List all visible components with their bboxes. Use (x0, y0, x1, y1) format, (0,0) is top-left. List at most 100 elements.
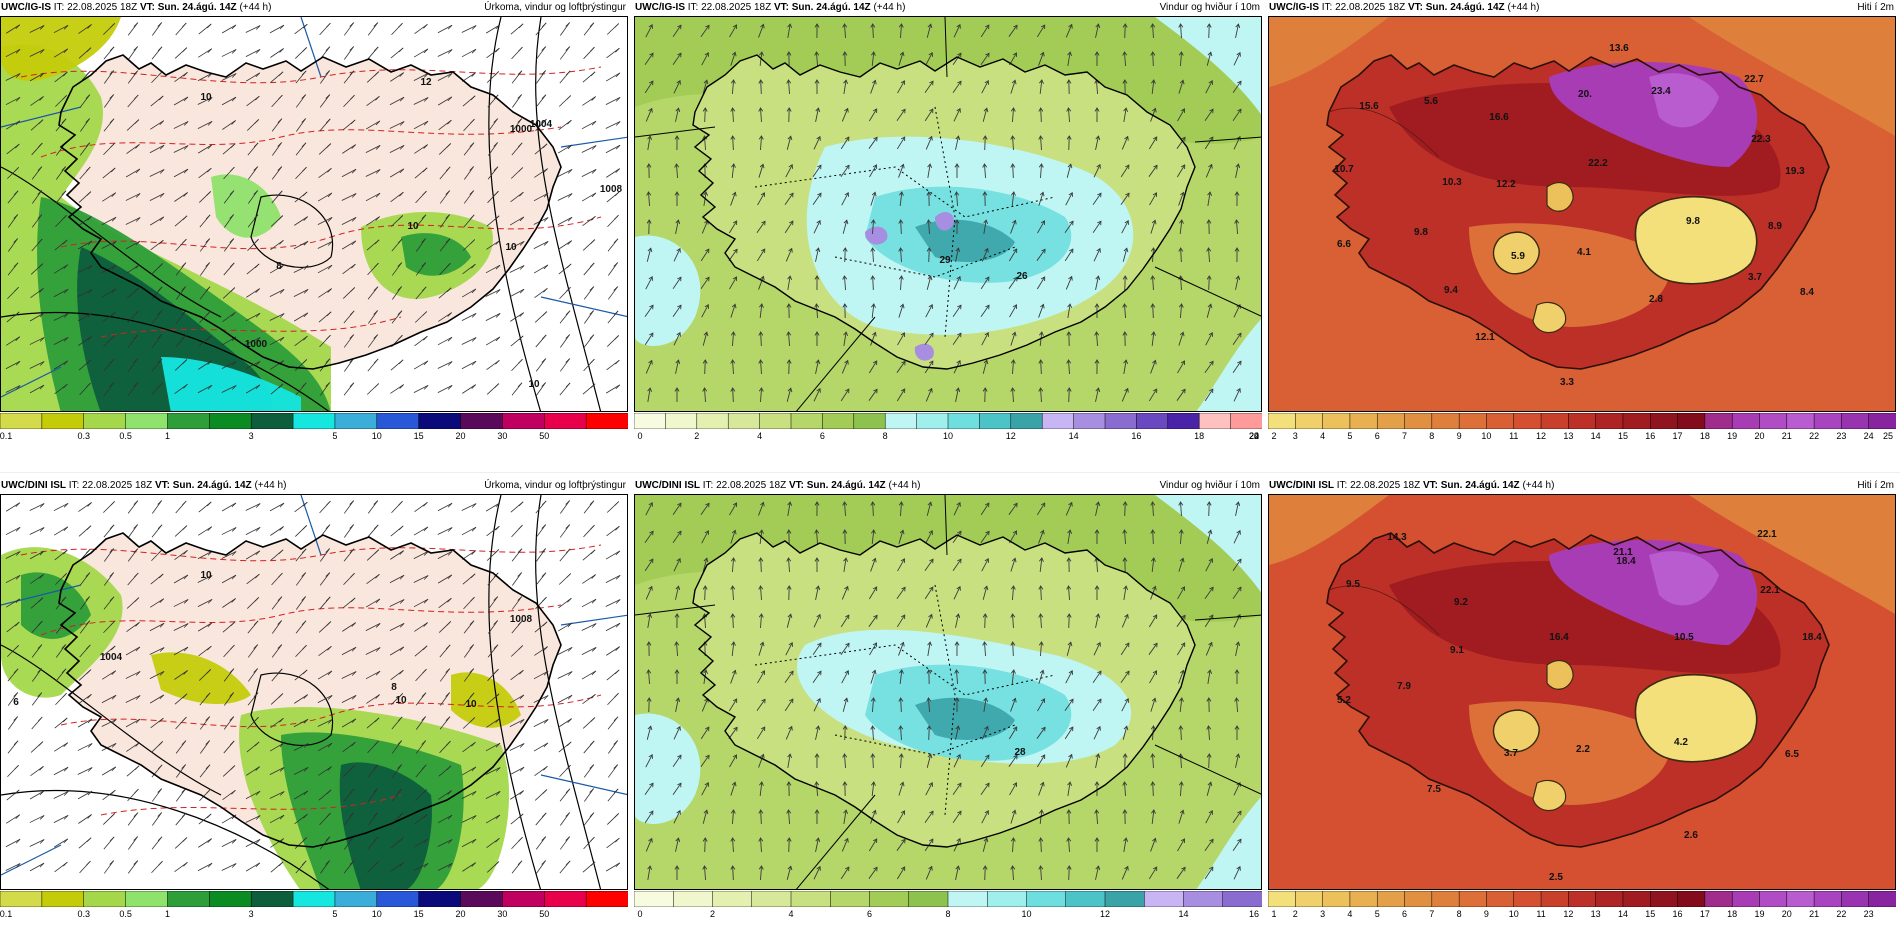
scale-tick-label: 1 (164, 909, 170, 919)
scale-swatch (759, 413, 792, 429)
scale-tick-label: 19 (1754, 909, 1765, 919)
value-label: 5.6 (1424, 96, 1438, 107)
color-scale (0, 413, 628, 429)
scale-swatch (1568, 891, 1597, 907)
scale-tick-label: 7 (1402, 431, 1408, 441)
scale-swatch (418, 891, 462, 907)
scale-tick-label: 10 (1508, 909, 1519, 919)
scale-tick-label: 9 (1456, 431, 1462, 441)
scale-swatch (460, 413, 504, 429)
value-label: 12.1 (1475, 332, 1495, 343)
scale-tick-label: 3 (1292, 431, 1298, 441)
value-label: 9.1 (1450, 645, 1464, 656)
it-label: IT: (68, 480, 80, 491)
scale-swatch (1010, 413, 1043, 429)
scale-swatch (1841, 413, 1870, 429)
valid-time: Sun. 24.ágú. 14Z (172, 480, 252, 491)
value-label: 4.2 (1674, 737, 1688, 748)
scale-tick-label: 16 (1131, 431, 1142, 441)
scale-swatch (1073, 413, 1106, 429)
scale-swatch (292, 413, 336, 429)
scale-swatch (1431, 891, 1460, 907)
scale-swatch (1677, 891, 1706, 907)
scale-swatch (727, 413, 761, 429)
scale-tick-label: 21 (1809, 909, 1820, 919)
scale-swatch (1595, 413, 1624, 429)
scale-swatch (869, 891, 910, 907)
forecast-panel-p3: UWC/IG-IS IT: 22.08.2025 18Z VT: Sun. 24… (1268, 0, 1896, 453)
scale-swatch (125, 891, 169, 907)
scale-swatch (83, 413, 127, 429)
scale-swatch (634, 891, 674, 907)
scale-tick-label: 6 (819, 431, 825, 441)
map-area: 13.6 5.6 15.6 16.6 20. 23.4 22.7 10.7 10.3 12.2 22… (1268, 16, 1896, 412)
scale-swatch (544, 891, 587, 907)
color-scale (1268, 413, 1896, 429)
scale-tick-label: 0.5 (119, 431, 132, 441)
valid-time: Sun. 24.ágú. 14Z (157, 2, 237, 13)
scale-swatch (502, 891, 546, 907)
init-time: 22.08.2025 18Z (701, 2, 772, 13)
model-name: UWC/IG-IS (1269, 2, 1319, 13)
scale-tick-label: 20 (455, 909, 466, 919)
scale-swatch (1868, 891, 1896, 907)
vt-label: VT: (788, 480, 804, 491)
map-svg: 29 26 (635, 17, 1261, 411)
scale-swatch (947, 413, 981, 429)
it-label: IT: (702, 480, 714, 491)
scale-swatch (1065, 891, 1106, 907)
map-title: Hiti í 2m (1857, 2, 1894, 13)
scale-tick-label: 0.1 (0, 909, 13, 919)
value-label: 10.5 (1674, 632, 1694, 643)
color-scale-svg (634, 413, 1262, 429)
scale-tick-label: 5 (1347, 431, 1353, 441)
map-title: Úrkoma, vindur og loftþrýstingur (484, 480, 626, 491)
scale-swatch (1458, 413, 1488, 429)
row-separator (0, 472, 1900, 473)
value-label: 9.8 (1414, 227, 1428, 238)
scale-swatch (1786, 891, 1815, 907)
scale-swatch (1295, 413, 1324, 429)
scale-swatch (1104, 891, 1145, 907)
value-label: 3.3 (1560, 377, 1574, 388)
panel-header: UWC/IG-IS IT: 22.08.2025 18Z VT: Sun. 24… (1268, 0, 1896, 16)
scale-tick-label: 16 (1672, 909, 1683, 919)
valid-time: Sun. 24.ágú. 14Z (1425, 2, 1505, 13)
scale-tick-label: 10 (1021, 909, 1032, 919)
scale-swatch (947, 891, 988, 907)
value-label: 12.2 (1496, 179, 1516, 190)
init-time: 22.08.2025 18Z (67, 2, 138, 13)
scale-swatch (1268, 891, 1297, 907)
value-label: 19.3 (1785, 166, 1805, 177)
init-time: 22.08.2025 18Z (1335, 2, 1406, 13)
scale-swatch (790, 413, 824, 429)
scale-tick-label: 2 (1271, 431, 1277, 441)
color-scale (1268, 891, 1896, 907)
value-label: 1004 (100, 652, 123, 663)
scale-tick-label: 15 (413, 909, 424, 919)
scale-tick-label: 11 (1536, 909, 1546, 919)
scale-swatch (979, 413, 1012, 429)
scale-swatch (502, 413, 546, 429)
scale-tick-label: 14 (1617, 909, 1628, 919)
scale-swatch (1144, 891, 1185, 907)
scale-tick-label: 22 (1248, 431, 1260, 441)
scale-swatch (1704, 413, 1733, 429)
scale-swatch (1759, 413, 1788, 429)
value-label: 18.4 (1616, 556, 1636, 567)
value-label: 8 (391, 682, 397, 693)
panel-header: UWC/IG-IS IT: 22.08.2025 18Z VT: Sun. 24… (0, 0, 628, 16)
scale-swatch (1486, 413, 1515, 429)
scale-swatch (334, 891, 378, 907)
scale-swatch (1677, 413, 1706, 429)
value-label: 3.7 (1748, 272, 1762, 283)
scale-swatch (1026, 891, 1067, 907)
scale-swatch (987, 891, 1028, 907)
scale-tick-label: 23 (1863, 909, 1874, 919)
value-label: 22.1 (1760, 585, 1780, 596)
scale-tick-label: 17 (1672, 431, 1683, 441)
value-label: 7.5 (1427, 784, 1441, 795)
scale-tick-label: 20 (455, 431, 466, 441)
value-label: 10 (200, 92, 212, 103)
map-svg: 10108101210001004100810081000101004 (1, 17, 627, 411)
